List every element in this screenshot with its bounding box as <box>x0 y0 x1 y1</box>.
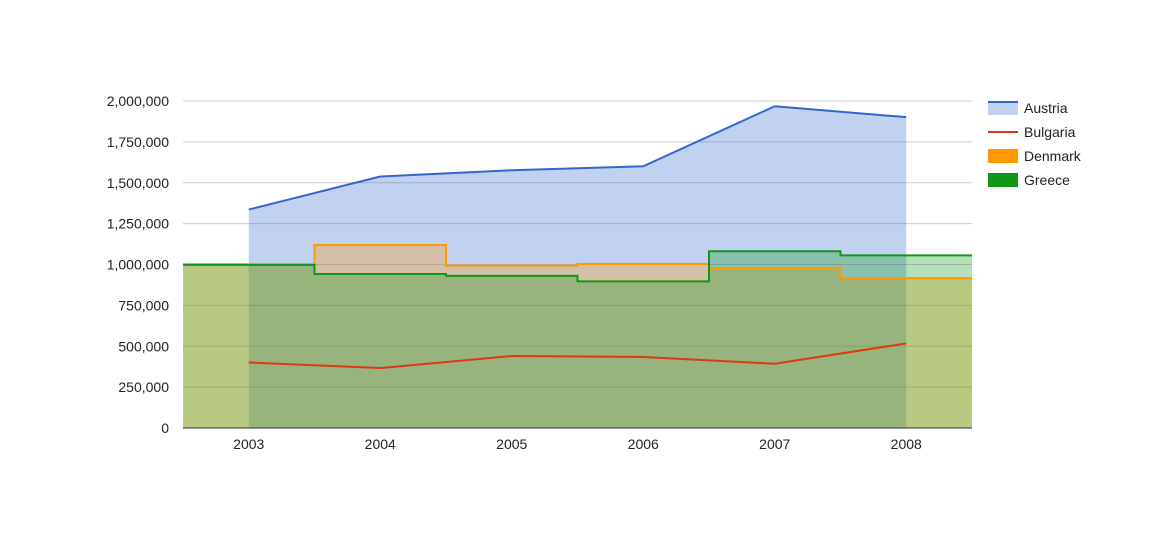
legend-swatch <box>988 149 1018 163</box>
y-tick-label: 1,250,000 <box>107 216 169 232</box>
x-tick-label: 2004 <box>365 436 396 452</box>
legend-swatch <box>988 101 1018 115</box>
legend-item-bulgaria: Bulgaria <box>988 124 1076 140</box>
legend-item-greece: Greece <box>988 172 1070 188</box>
legend-label: Greece <box>1024 172 1070 188</box>
legend-swatch <box>988 173 1018 187</box>
y-tick-label: 0 <box>161 420 169 436</box>
legend-label: Bulgaria <box>1024 124 1076 140</box>
x-tick-label: 2008 <box>891 436 922 452</box>
x-tick-label: 2007 <box>759 436 790 452</box>
y-tick-label: 500,000 <box>118 338 169 354</box>
series-areas <box>183 106 972 428</box>
y-tick-label: 1,500,000 <box>107 175 169 191</box>
y-tick-label: 2,000,000 <box>107 93 169 109</box>
legend-label: Denmark <box>1024 148 1082 164</box>
legend-item-denmark: Denmark <box>988 148 1082 164</box>
legend: Austria Bulgaria Denmark Greece <box>988 100 1082 188</box>
x-tick-label: 2006 <box>628 436 659 452</box>
legend-item-austria: Austria <box>988 100 1068 116</box>
x-tick-label: 2005 <box>496 436 527 452</box>
legend-label: Austria <box>1024 100 1068 116</box>
y-tick-label: 750,000 <box>118 297 169 313</box>
y-tick-label: 250,000 <box>118 379 169 395</box>
y-tick-label: 1,000,000 <box>107 257 169 273</box>
y-tick-label: 1,750,000 <box>107 134 169 150</box>
x-tick-label: 2003 <box>233 436 264 452</box>
